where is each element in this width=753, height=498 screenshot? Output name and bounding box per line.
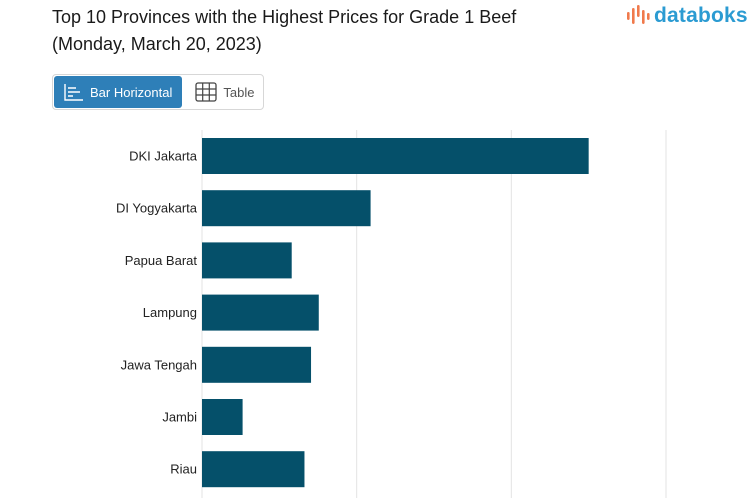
view-toggle: Bar Horizontal Table — [52, 74, 265, 110]
bar-papua-barat[interactable] — [202, 242, 292, 279]
chart-bars — [202, 138, 589, 488]
bar-dki-jakarta[interactable] — [202, 138, 589, 174]
chart-title-line-1: Top 10 Provinces with the Highest Prices… — [52, 7, 517, 27]
databoks-logo-icon — [627, 5, 650, 24]
bar-horizontal-button[interactable]: Bar Horizontal — [54, 76, 183, 108]
bar-chart-icon — [64, 84, 83, 101]
table-button[interactable]: Table — [183, 75, 263, 109]
category-label: DI Yogyakarta — [116, 201, 198, 216]
category-label: Papua Barat — [125, 253, 198, 268]
category-label: DKI Jakarta — [129, 149, 198, 164]
bar-riau[interactable] — [202, 451, 305, 488]
bar-di-yogyakarta[interactable] — [202, 190, 371, 227]
bar-horizontal-label: Bar Horizontal — [90, 84, 173, 100]
chart-subtitle-date: (Monday, March 20, 2023) — [52, 34, 262, 54]
category-label: Jawa Tengah — [121, 357, 197, 372]
databoks-logo[interactable]: databoks — [626, 4, 748, 28]
category-label: Lampung — [143, 305, 197, 320]
bar-jambi[interactable] — [202, 399, 243, 435]
category-label: Riau — [170, 462, 197, 477]
brand-name: databoks — [654, 4, 748, 27]
bar-lampung[interactable] — [202, 294, 319, 331]
category-label: Jambi — [162, 410, 197, 425]
category-labels: DKI Jakarta DI Yogyakarta Papua Barat Lampu… — [116, 149, 198, 477]
chart-title: Top 10 Provinces with the Highest Prices… — [52, 4, 612, 58]
table-icon — [195, 82, 218, 102]
table-label: Table — [223, 84, 255, 100]
bar-jawa-tengah[interactable] — [202, 346, 312, 383]
